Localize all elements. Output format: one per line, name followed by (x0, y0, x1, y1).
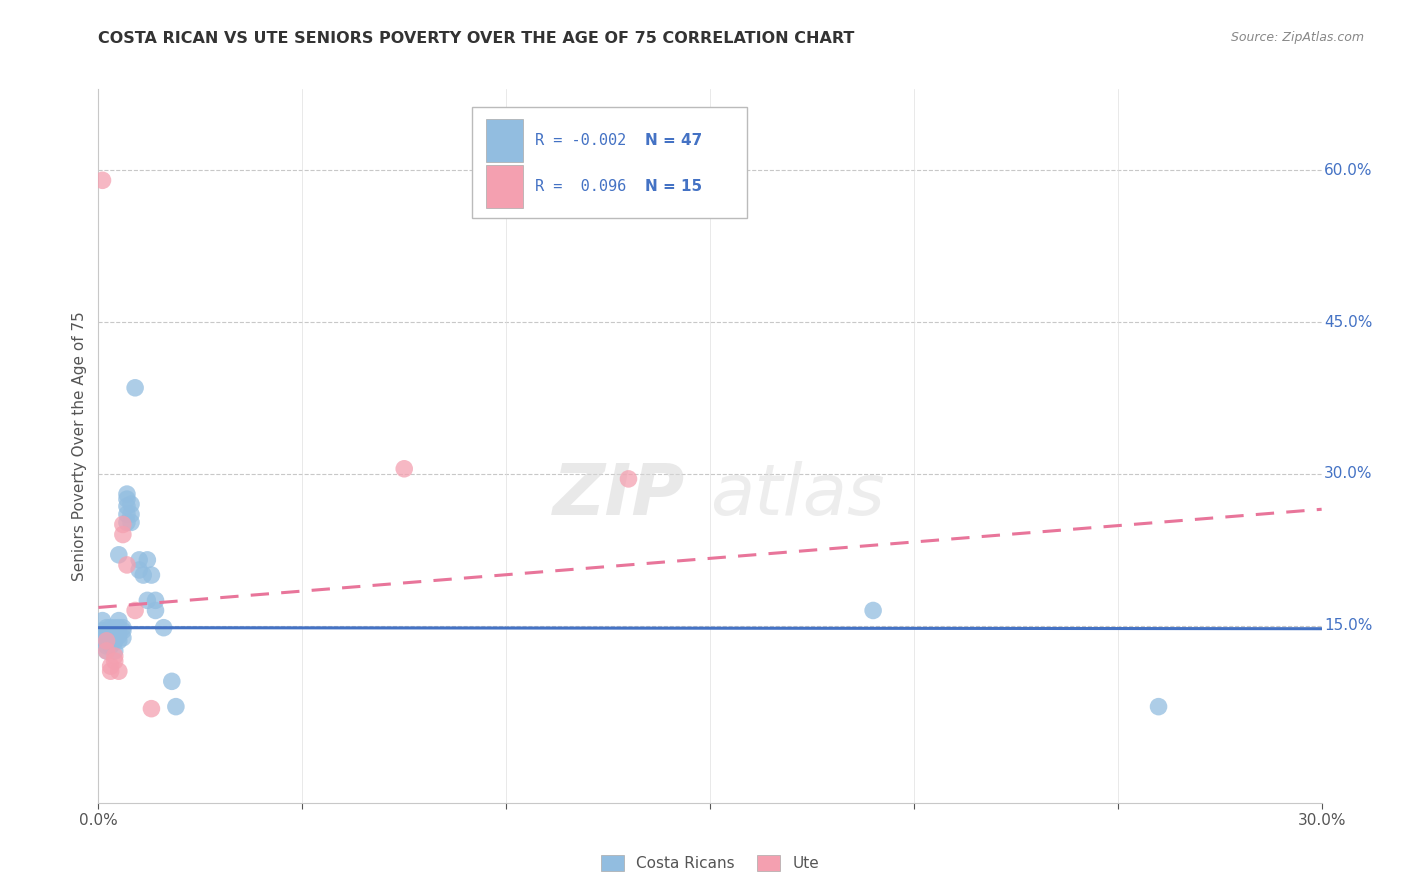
Point (145, 603, 167, 617)
Point (862, 603, 884, 617)
Point (104, 648, 127, 663)
Point (141, 701, 163, 715)
Text: 30.0%: 30.0% (1324, 467, 1372, 482)
Point (115, 492, 138, 507)
Text: R = -0.002: R = -0.002 (536, 133, 626, 148)
Point (108, 633, 131, 648)
Text: 60.0%: 60.0% (1324, 162, 1372, 178)
Text: R =  0.096: R = 0.096 (536, 179, 626, 194)
Point (104, 633, 127, 648)
Point (96, 629, 118, 643)
Point (128, 563, 150, 577)
Point (617, 472, 640, 486)
Point (124, 381, 146, 395)
Point (111, 517, 134, 532)
Text: 45.0%: 45.0% (1324, 315, 1372, 329)
Point (96, 644, 118, 658)
Point (392, 462, 416, 476)
Legend: Costa Ricans, Ute: Costa Ricans, Ute (595, 849, 825, 877)
Point (104, 654, 127, 668)
Text: COSTA RICAN VS UTE SENIORS POVERTY OVER THE AGE OF 75 CORRELATION CHART: COSTA RICAN VS UTE SENIORS POVERTY OVER … (98, 31, 855, 46)
Point (108, 621, 131, 635)
Point (104, 624, 127, 638)
Point (115, 516, 138, 530)
Point (152, 621, 174, 635)
Text: N = 47: N = 47 (645, 133, 703, 148)
Point (96, 633, 118, 648)
Point (100, 631, 122, 645)
Point (120, 508, 142, 522)
FancyBboxPatch shape (471, 107, 747, 218)
Y-axis label: Seniors Poverty Over the Age of 75: Seniors Poverty Over the Age of 75 (72, 311, 87, 581)
Point (1147, 699, 1170, 714)
Text: N = 15: N = 15 (645, 179, 703, 194)
Point (91, 614, 114, 628)
Text: Source: ZipAtlas.com: Source: ZipAtlas.com (1230, 31, 1364, 45)
Point (100, 664, 122, 678)
Point (104, 629, 127, 643)
Point (115, 508, 138, 522)
Point (120, 516, 142, 530)
Point (100, 626, 122, 640)
Point (141, 568, 163, 582)
Point (111, 527, 134, 541)
Point (96, 644, 118, 658)
Point (100, 621, 122, 635)
Point (136, 553, 159, 567)
Point (111, 631, 134, 645)
Text: 15.0%: 15.0% (1324, 618, 1372, 633)
Point (91, 173, 114, 187)
Point (115, 500, 138, 514)
Point (128, 553, 150, 567)
Point (111, 624, 134, 638)
Point (108, 548, 131, 562)
Point (136, 593, 159, 607)
FancyBboxPatch shape (486, 165, 523, 208)
Point (120, 497, 142, 511)
Point (108, 614, 131, 628)
Text: ZIP: ZIP (554, 461, 686, 531)
Point (132, 568, 155, 582)
Point (124, 603, 146, 617)
Point (165, 699, 187, 714)
Point (115, 558, 138, 572)
Text: atlas: atlas (710, 461, 884, 531)
Point (145, 593, 167, 607)
Point (111, 621, 134, 635)
Point (91, 624, 114, 638)
Point (100, 639, 122, 653)
Point (100, 659, 122, 673)
Point (100, 624, 122, 638)
Point (104, 621, 127, 635)
Point (108, 664, 131, 678)
Point (96, 633, 118, 648)
Point (91, 631, 114, 645)
Point (96, 621, 118, 635)
Point (104, 644, 127, 658)
Point (108, 629, 131, 643)
Point (96, 639, 118, 653)
Point (115, 487, 138, 501)
Point (160, 674, 183, 689)
FancyBboxPatch shape (486, 119, 523, 161)
